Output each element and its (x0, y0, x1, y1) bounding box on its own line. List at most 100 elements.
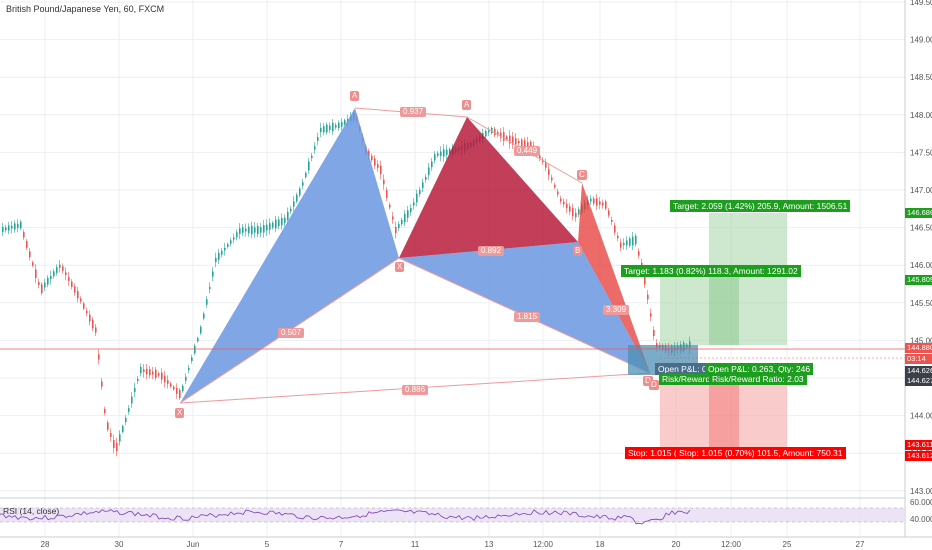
time-axis-label: 27 (856, 540, 865, 549)
candle-body (485, 131, 487, 137)
candle-body (599, 201, 601, 205)
candle-body (632, 236, 634, 246)
candle-body (548, 169, 550, 175)
candle-body (200, 326, 202, 334)
risk-reward-label-2[interactable]: Risk/Reward Ratio: 2.03 (709, 373, 807, 385)
candle-body (272, 222, 274, 228)
candle-body (209, 286, 211, 290)
price-axis[interactable]: 149.500 149.000 148.500 148.000 147.500 147.0… (910, 0, 932, 496)
candle-body (332, 122, 334, 132)
candle-body (35, 269, 37, 279)
candle-body (575, 212, 577, 218)
candle-body (56, 267, 58, 273)
candle-body (530, 141, 532, 149)
candle-body (146, 368, 148, 375)
target-label-2[interactable]: Target: 2.059 (1.42%) 205.9, Amount: 150… (670, 200, 851, 212)
time-axis-label: 30 (115, 540, 124, 549)
candle-body (497, 132, 499, 135)
candle-body (620, 242, 622, 248)
candle-body (524, 140, 526, 147)
candle-body (368, 151, 370, 157)
candle-body (287, 211, 289, 221)
time-axis-label: 28 (41, 540, 50, 549)
candle-body (311, 155, 313, 159)
candle-body (2, 226, 4, 233)
price-axis-label: 149.000 (910, 36, 932, 45)
candle-body (74, 286, 76, 293)
candle-body (572, 207, 574, 217)
candle-body (53, 271, 55, 277)
candle-body (29, 251, 31, 258)
candle-body (143, 369, 145, 373)
pattern-point-x2: X (395, 262, 405, 272)
candle-body (302, 182, 304, 186)
candle-body (647, 294, 649, 300)
candle-body (167, 380, 169, 384)
candle-body (116, 442, 118, 452)
candle-body (401, 219, 403, 225)
open-pnl-label-2[interactable]: Open P&L: 0.263, Qty: 246 (705, 363, 814, 375)
candle-body (155, 369, 157, 378)
candle-body (371, 155, 373, 161)
candle-body (101, 381, 103, 387)
candle-body (416, 193, 418, 203)
candle-body (635, 235, 637, 245)
candle-body (188, 367, 190, 371)
candle-body (227, 244, 229, 247)
time-axis-label: 25 (783, 540, 792, 549)
target-label-1[interactable]: Target: 1.183 (0.82%) 118.3, Amount: 129… (621, 265, 801, 277)
candle-body (164, 375, 166, 383)
candle-body (404, 213, 406, 223)
pattern-point-d1: D (643, 376, 653, 386)
candle-body (578, 209, 580, 215)
candle-body (629, 238, 631, 246)
position-boxes[interactable] (660, 213, 787, 450)
candle-body (185, 376, 187, 381)
price-tag-stop2: 143.612 (905, 451, 932, 461)
candle-body (554, 184, 556, 188)
candle-body (128, 408, 130, 412)
candle-body (590, 198, 592, 202)
candle-body (17, 223, 19, 228)
candle-body (509, 135, 511, 144)
candle-body (197, 338, 199, 342)
candle-body (374, 158, 376, 166)
stop-label-2[interactable]: Stop: 1.015 (0.70%) 101.5, Amount: 750.3… (676, 447, 846, 459)
rsi-level-40: 40.0000 (910, 515, 932, 524)
stop-label-1[interactable]: Stop: 1.015 (0 (625, 447, 685, 459)
candle-body (293, 201, 295, 207)
candle-body (437, 153, 439, 156)
candle-body (623, 242, 625, 246)
price-tag-entry2: 144.627 (905, 376, 932, 386)
candle-body (248, 226, 250, 234)
candle-body (566, 203, 568, 209)
harmonic-pattern-blue[interactable] (179, 107, 651, 404)
candle-body (488, 130, 490, 133)
pattern-point-c2: C (577, 170, 587, 180)
candle-body (239, 228, 241, 235)
candle-body (317, 137, 319, 141)
open-pnl-label-1[interactable]: Open P&L: 0.2 (655, 363, 717, 375)
candle-body (260, 227, 262, 233)
candle-body (440, 151, 442, 157)
candle-body (71, 281, 73, 287)
risk-reward-label-1[interactable]: Risk/Reward (659, 373, 714, 385)
candle-body (59, 264, 61, 268)
pattern-point-b2: B (573, 246, 583, 256)
time-axis-label: 18 (596, 540, 605, 549)
candle-body (110, 433, 112, 437)
candle-body (212, 271, 214, 277)
candle-body (392, 216, 394, 220)
candle-body (443, 149, 445, 157)
time-axis[interactable]: 28 30 Jun 5 7 11 13 12:00 18 20 12:00 25 27 (41, 540, 865, 549)
candle-body (323, 126, 325, 133)
candle-body (194, 345, 196, 354)
candle-body (83, 303, 85, 309)
time-axis-label: 12:00 (721, 540, 742, 549)
time-axis-label: Jun (187, 540, 200, 549)
candle-body (380, 165, 382, 175)
candle-body (149, 369, 151, 376)
candle-body (125, 417, 127, 423)
price-axis-label: 145.500 (910, 299, 932, 308)
